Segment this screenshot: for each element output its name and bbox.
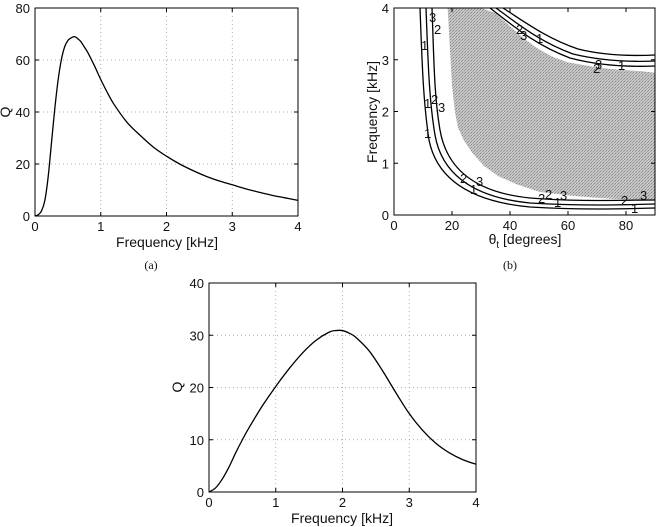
x-tick-label: 3 xyxy=(406,495,413,510)
contour-label: 1 xyxy=(536,31,543,46)
y-tick-label: 0 xyxy=(23,209,30,224)
panel-b-x-axis-label: θt [degrees] xyxy=(489,231,562,251)
contour-line-3-outer xyxy=(431,8,655,202)
contour-label: 2 xyxy=(621,193,628,208)
contour-line-2-inner xyxy=(495,8,655,62)
contour-label: 3 xyxy=(476,174,483,189)
y-tick-label: 0 xyxy=(382,208,389,223)
y-tick-label: 10 xyxy=(190,433,204,448)
series-line-q xyxy=(208,329,477,493)
x-tick-label: 1 xyxy=(97,219,104,234)
y-tick-label: 0 xyxy=(197,485,204,500)
contour-label: 1 xyxy=(421,38,428,53)
x-tick-label: 40 xyxy=(503,218,517,233)
contour-label: 1 xyxy=(618,58,625,73)
y-tick-label: 40 xyxy=(190,276,204,291)
contour-label: 2 xyxy=(460,171,467,186)
panel-a-y-axis-label: Q xyxy=(0,106,13,117)
contour-label: 3 xyxy=(640,188,647,203)
contour-label: 3 xyxy=(595,57,602,72)
panel-a-series xyxy=(34,35,299,217)
y-tick-label: 60 xyxy=(16,53,30,68)
contour-label: 2 xyxy=(431,92,438,107)
contour-label: 2 xyxy=(516,22,523,37)
x-tick-label: 4 xyxy=(294,219,301,234)
contour-label: 2 xyxy=(593,61,600,76)
panel-a-grid xyxy=(35,8,298,216)
panel-b-caption: (b) xyxy=(503,258,517,272)
x-tick-label: 0 xyxy=(390,218,397,233)
contour-line-1-outer xyxy=(419,8,655,210)
panel-c-y-axis-label: Q xyxy=(169,381,185,392)
panel-b-y-axis-label: Frequency [kHz] xyxy=(364,61,380,163)
contour-label: 1 xyxy=(470,182,477,197)
x-tick-label: 1 xyxy=(272,495,279,510)
x-tick-label: 0 xyxy=(205,495,212,510)
contour-label: 2 xyxy=(434,22,441,37)
series-line-q xyxy=(34,35,299,217)
contour-label: 3 xyxy=(438,100,445,115)
panel-c-x-axis-label: Frequency [kHz] xyxy=(291,510,393,526)
y-tick-label: 20 xyxy=(16,157,30,172)
y-tick-label: 3 xyxy=(382,53,389,68)
y-tick-label: 1 xyxy=(382,156,389,171)
panel-c-grid xyxy=(209,283,476,492)
panel-b-contour-labels: 3 2 1 1 2 3 2 3 1 1 2 3 1 2 3 2 1 3 2 1 … xyxy=(421,10,647,216)
contour-line-3-inner xyxy=(489,8,655,67)
x-tick-label: 2 xyxy=(163,219,170,234)
panel-c-series xyxy=(208,329,477,493)
contour-label: 3 xyxy=(520,28,527,43)
contour-label: 1 xyxy=(554,195,561,210)
contour-line-2-outer xyxy=(425,8,655,206)
x-tick-label: 0 xyxy=(31,219,38,234)
y-tick-label: 2 xyxy=(382,105,389,120)
x-tick-label: 3 xyxy=(229,219,236,234)
contour-label: 2 xyxy=(545,187,552,202)
panel-b-x-axis-label-subscript: t xyxy=(496,240,499,251)
contour-label: 3 xyxy=(429,10,436,25)
contour-line-1-inner xyxy=(502,8,655,57)
contour-label: 2 xyxy=(538,191,545,206)
x-tick-label: 20 xyxy=(445,218,459,233)
x-tick-label: 80 xyxy=(619,218,633,233)
y-tick-label: 40 xyxy=(16,105,30,120)
contour-label: 1 xyxy=(424,96,431,111)
x-tick-label: 60 xyxy=(561,218,575,233)
y-tick-label: 20 xyxy=(190,381,204,396)
contour-label: 3 xyxy=(560,188,567,203)
y-tick-label: 4 xyxy=(382,1,389,16)
shaded-region xyxy=(447,8,655,201)
x-tick-label: 4 xyxy=(472,495,479,510)
panel-a-caption: (a) xyxy=(144,258,157,272)
panel-a-x-axis-label: Frequency [kHz] xyxy=(116,234,218,250)
x-tick-label: 2 xyxy=(339,495,346,510)
contour-label: 1 xyxy=(631,201,638,216)
contour-label: 1 xyxy=(424,126,431,141)
y-tick-label: 30 xyxy=(190,328,204,343)
y-tick-label: 80 xyxy=(16,1,30,16)
